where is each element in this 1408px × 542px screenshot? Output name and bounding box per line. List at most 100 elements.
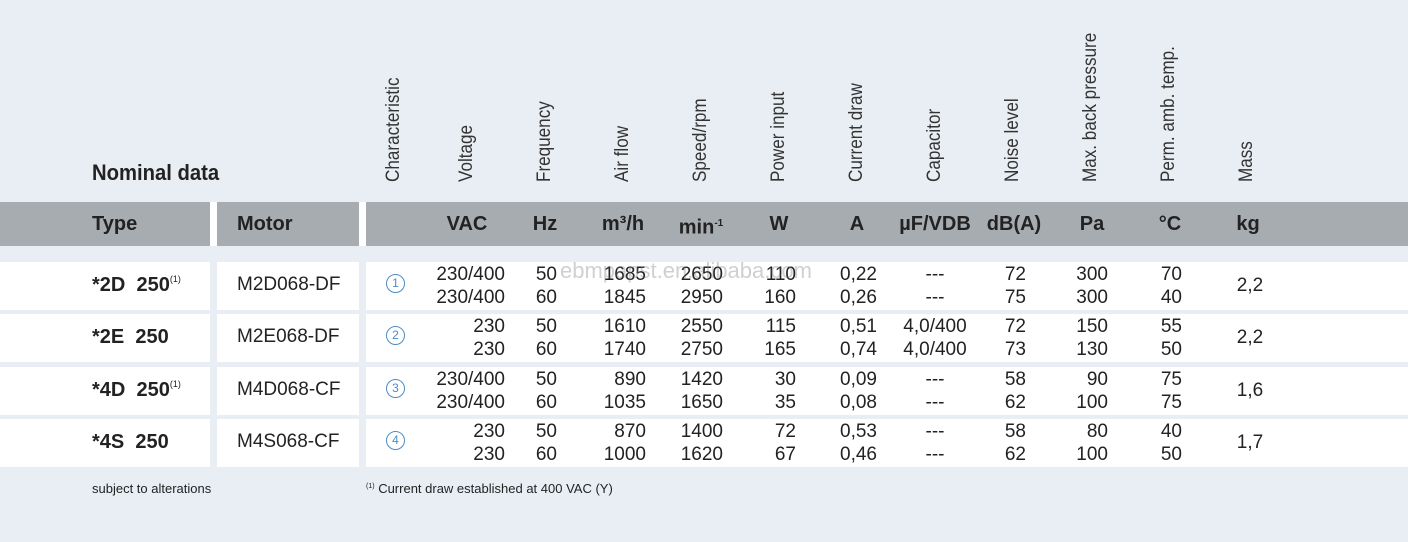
motor-cell: M2E068-DF bbox=[237, 326, 340, 347]
frequency-value: 50 bbox=[535, 421, 557, 442]
header-speed: Speed/rpm bbox=[690, 98, 711, 182]
speed-value: 1400 bbox=[680, 421, 723, 442]
ambtemp-value: 55 bbox=[1160, 316, 1182, 337]
row-divider bbox=[210, 367, 217, 415]
ambtemp-value: 75 bbox=[1160, 369, 1182, 390]
characteristic-badge: 3 bbox=[386, 379, 405, 398]
noise-value: 58 bbox=[1004, 369, 1026, 390]
table-row bbox=[0, 262, 1408, 310]
speed-value: 1650 bbox=[680, 392, 723, 413]
speed-value: 2750 bbox=[680, 339, 723, 360]
header-noise: Noise level bbox=[1002, 98, 1023, 182]
frequency-value: 60 bbox=[535, 444, 557, 465]
airflow-value: 1035 bbox=[603, 392, 646, 413]
backpressure-value: 150 bbox=[1076, 316, 1108, 337]
speed-value: 2550 bbox=[680, 316, 723, 337]
backpressure-value: 90 bbox=[1086, 369, 1108, 390]
mass-value: 2,2 bbox=[1236, 275, 1264, 296]
header-power: Power input bbox=[768, 91, 789, 182]
airflow-value: 1740 bbox=[603, 339, 646, 360]
power-value: 110 bbox=[765, 264, 796, 285]
current-value: 0,51 bbox=[840, 316, 877, 337]
unit-current: A bbox=[849, 213, 865, 235]
mass-value: 1,6 bbox=[1236, 380, 1264, 401]
ambtemp-value: 70 bbox=[1160, 264, 1182, 285]
noise-value: 58 bbox=[1004, 421, 1026, 442]
mass-value: 1,7 bbox=[1236, 432, 1264, 453]
header-current: Current draw bbox=[846, 83, 867, 182]
airflow-value: 890 bbox=[614, 369, 646, 390]
backpressure-value: 100 bbox=[1076, 392, 1108, 413]
backpressure-value: 300 bbox=[1076, 287, 1108, 308]
row-divider bbox=[210, 419, 217, 467]
unit-capacitor: µF/VDB bbox=[899, 213, 971, 235]
ambtemp-value: 40 bbox=[1160, 421, 1182, 442]
type-cell: *4S 250 bbox=[92, 431, 169, 453]
power-value: 35 bbox=[774, 392, 796, 413]
ambtemp-value: 50 bbox=[1160, 444, 1182, 465]
backpressure-value: 100 bbox=[1076, 444, 1108, 465]
unit-noise: dB(A) bbox=[986, 213, 1042, 235]
unit-speed: min-1 bbox=[678, 216, 724, 239]
header-ambtemp: Perm. amb. temp. bbox=[1158, 46, 1179, 182]
frequency-value: 60 bbox=[535, 339, 557, 360]
current-value: 0,22 bbox=[840, 264, 877, 285]
speed-value: 2650 bbox=[680, 264, 723, 285]
airflow-value: 1845 bbox=[603, 287, 646, 308]
characteristic-badge: 1 bbox=[386, 274, 405, 293]
row-divider bbox=[210, 314, 217, 362]
unit-airflow: m³/h bbox=[601, 213, 645, 235]
backpressure-value: 80 bbox=[1086, 421, 1108, 442]
current-value: 0,46 bbox=[840, 444, 877, 465]
power-value: 30 bbox=[774, 369, 796, 390]
current-value: 0,09 bbox=[840, 369, 877, 390]
speed-value: 2950 bbox=[680, 287, 723, 308]
mass-value: 2,2 bbox=[1236, 327, 1264, 348]
capacitor-value: --- bbox=[925, 444, 945, 465]
header-divider bbox=[359, 202, 366, 246]
row-divider bbox=[359, 419, 366, 467]
voltage-value: 230 bbox=[473, 316, 505, 337]
frequency-value: 50 bbox=[535, 316, 557, 337]
capacitor-value: --- bbox=[925, 369, 945, 390]
row-divider bbox=[210, 262, 217, 310]
current-value: 0,74 bbox=[840, 339, 877, 360]
noise-value: 73 bbox=[1004, 339, 1026, 360]
voltage-value: 230/400 bbox=[436, 369, 505, 390]
motor-cell: M4D068-CF bbox=[237, 379, 341, 400]
capacitor-value: --- bbox=[925, 421, 945, 442]
header-mass: Mass bbox=[1236, 141, 1257, 182]
capacitor-value: 4,0/400 bbox=[903, 316, 967, 337]
current-value: 0,53 bbox=[840, 421, 877, 442]
capacitor-value: --- bbox=[925, 264, 945, 285]
table-row bbox=[0, 367, 1408, 415]
power-value: 115 bbox=[765, 316, 796, 337]
unit-backpressure: Pa bbox=[1079, 213, 1105, 235]
motor-cell: M4S068-CF bbox=[237, 431, 340, 452]
page-title: Nominal data bbox=[92, 160, 220, 185]
header-airflow: Air flow bbox=[612, 125, 633, 182]
unit-mass: kg bbox=[1236, 213, 1260, 235]
frequency-value: 50 bbox=[535, 264, 557, 285]
noise-value: 62 bbox=[1004, 444, 1026, 465]
noise-value: 75 bbox=[1004, 287, 1026, 308]
voltage-value: 230/400 bbox=[436, 264, 505, 285]
airflow-value: 870 bbox=[614, 421, 646, 442]
unit-ambtemp: °C bbox=[1158, 213, 1182, 235]
header-backpressure: Max. back pressure bbox=[1080, 32, 1101, 182]
power-value: 67 bbox=[774, 444, 796, 465]
header-motor: Motor bbox=[237, 213, 293, 235]
table-row bbox=[0, 419, 1408, 467]
footnote-current: (1) Current draw established at 400 VAC … bbox=[366, 481, 613, 496]
row-divider bbox=[359, 262, 366, 310]
power-value: 72 bbox=[774, 421, 796, 442]
voltage-value: 230 bbox=[473, 444, 505, 465]
backpressure-value: 300 bbox=[1076, 264, 1108, 285]
unit-voltage: VAC bbox=[446, 213, 488, 235]
row-divider bbox=[359, 367, 366, 415]
frequency-value: 60 bbox=[535, 287, 557, 308]
motor-cell: M2D068-DF bbox=[237, 274, 341, 295]
row-divider bbox=[359, 314, 366, 362]
type-cell: *2E 250 bbox=[92, 326, 169, 348]
header-capacitor: Capacitor bbox=[924, 108, 945, 182]
